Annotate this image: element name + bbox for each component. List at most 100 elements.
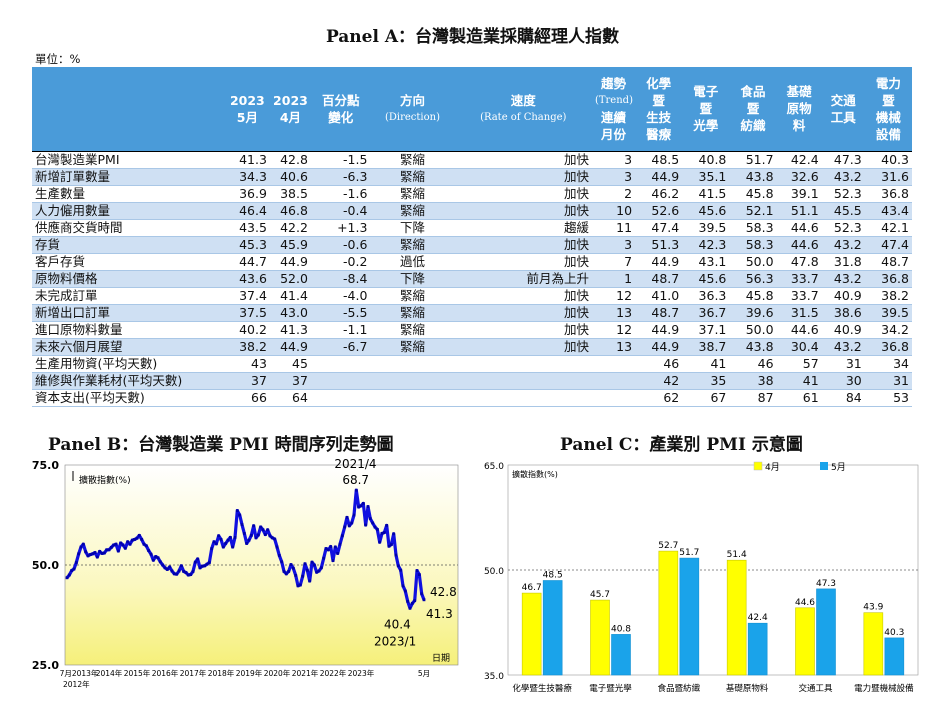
category-label: 電子暨光學 (589, 683, 632, 694)
cell-sector-3: 43.8 (729, 168, 777, 186)
cell-sector-6: 36.8 (864, 270, 912, 288)
cell-sector-3: 46 (729, 355, 777, 373)
row-name: 新增訂單數量 (32, 168, 225, 186)
cell-sector-2: 40.8 (682, 150, 730, 169)
pmi-point (273, 537, 277, 541)
pmi-point (270, 536, 274, 540)
pmi-point (116, 549, 120, 553)
cell-sector-6: 42.1 (864, 219, 912, 237)
cell-apr: 38.5 (269, 185, 311, 203)
pmi-point (303, 562, 307, 566)
cell-sector-4: 39.1 (776, 185, 822, 203)
pmi-point (319, 566, 323, 570)
header-line: 交通 (830, 92, 856, 108)
table-row: 資本支出(平均天數) 66 64 62 67 87 61 84 53 (32, 389, 912, 407)
cell-sector-2: 45.6 (682, 202, 730, 220)
cell-sector-3: 56.3 (729, 270, 777, 288)
cell-sector-1: 41.0 (635, 287, 683, 305)
cell-sector-5: 43.2 (821, 270, 865, 288)
pmi-point (336, 552, 340, 555)
header-line: 基礎 (786, 84, 812, 100)
header-line: 電子 (693, 84, 719, 100)
cell-direction: 緊縮 (370, 287, 455, 305)
header-s5: 交通 工具 (821, 67, 865, 152)
pmi-point (200, 564, 204, 568)
cell-direction: 下降 (370, 270, 455, 288)
y-tick-label: 75.0 (32, 459, 59, 472)
cell-rate (454, 355, 592, 373)
cell-may: 43 (224, 355, 270, 373)
pmi-point (217, 534, 221, 538)
cell-apr: 42.2 (269, 219, 311, 237)
category-label: 基礎原物料 (726, 683, 769, 694)
cell-sector-5: 40.9 (821, 321, 865, 339)
cell-sector-2: 36.7 (682, 304, 730, 322)
table-row: 原物料價格 43.6 52.0 -8.4 下降 前月為上升 1 48.7 45.6 56.3 33.… (32, 270, 912, 288)
row-name: 原物料價格 (32, 270, 225, 288)
header-line: 生技 (646, 109, 672, 125)
cell-sector-1: 44.9 (635, 321, 683, 339)
cell-trend: 10 (591, 202, 636, 220)
header-trend: 趨勢 (Trend) 連續 月份 (591, 67, 636, 152)
pmi-point (399, 568, 403, 572)
cell-sector-1: 62 (635, 389, 683, 407)
cell-sector-2: 45.6 (682, 270, 730, 288)
cell-sector-4: 57 (776, 355, 822, 373)
header-line: 機械 (875, 109, 901, 125)
cell-trend: 7 (591, 253, 636, 271)
pmi-point (207, 561, 211, 564)
pmi-point (256, 533, 260, 537)
table-row: 客戶存貨 44.7 44.9 -0.2 過低 加快 7 44.9 43.1 50.0 47.8 31.… (32, 253, 912, 271)
cell-sector-6: 31 (864, 372, 912, 390)
pmi-point (401, 584, 405, 588)
cell-sector-6: 31.6 (864, 168, 912, 186)
pmi-point (107, 548, 111, 552)
category-label: 電力暨機械設備 (854, 683, 914, 694)
legend-label: 5月 (831, 462, 846, 473)
pmi-point (252, 524, 256, 528)
pmi-point (289, 563, 293, 566)
bar-value-label: 51.4 (727, 550, 747, 560)
cell-may: 36.9 (224, 185, 270, 203)
bar-value-label: 47.3 (816, 579, 836, 589)
cell-sector-4: 47.8 (776, 253, 822, 271)
cell-rate: 加快 (454, 185, 592, 203)
cell-sector-4: 51.1 (776, 202, 822, 220)
header-line: 紡織 (740, 118, 766, 134)
cell-change: -0.6 (310, 236, 371, 254)
pmi-point (254, 536, 258, 540)
unit-label: 單位：% (32, 50, 636, 67)
cell-direction: 緊縮 (370, 202, 455, 220)
pmi-point (156, 556, 160, 560)
pmi-point (301, 574, 305, 578)
cell-rate: 加快 (454, 287, 592, 305)
bar-value-label: 51.7 (679, 548, 699, 558)
bar (658, 550, 679, 676)
pmi-point (235, 509, 239, 512)
table-row: 維修與作業耗材(平均天數) 37 37 42 35 38 41 30 31 (32, 372, 912, 390)
table-row: 新增出口訂單 37.5 43.0 -5.5 緊縮 加快 13 48.7 36.7 39.6 31.5… (32, 304, 912, 322)
category-label: 交通工具 (798, 683, 833, 694)
bar (795, 607, 815, 676)
header-line: 暨 (699, 101, 713, 117)
pmi-point (291, 566, 295, 570)
pmi-point (74, 561, 78, 564)
cell-apr: 45.9 (269, 236, 311, 254)
pmi-point (422, 598, 426, 602)
pmi-point (79, 545, 83, 549)
cell-direction (370, 372, 455, 390)
table-row: 進口原物料數量 40.2 41.3 -1.1 緊縮 加快 12 44.9 37.1 50.0 44.… (32, 321, 912, 339)
header-line: 電力 (875, 75, 901, 91)
pmi-point (298, 583, 302, 587)
cell-change: -4.0 (310, 287, 371, 305)
panel-c-title: Panel C：產業別 PMI 示意圖 (560, 435, 803, 455)
table-header-row: 2023 5月 2023 4月 百分點 變化 方向 (Direction) 速度 (Rate of… (32, 67, 912, 152)
x-tick-label: 2021年 (292, 668, 319, 678)
pmi-point (240, 523, 244, 526)
pmi-point (210, 547, 214, 550)
cell-may: 46.4 (224, 202, 270, 220)
cell-change: -6.7 (310, 338, 371, 356)
cell-sector-5: 45.5 (821, 202, 865, 220)
pmi-point (228, 536, 232, 539)
pmi-point (331, 559, 335, 562)
